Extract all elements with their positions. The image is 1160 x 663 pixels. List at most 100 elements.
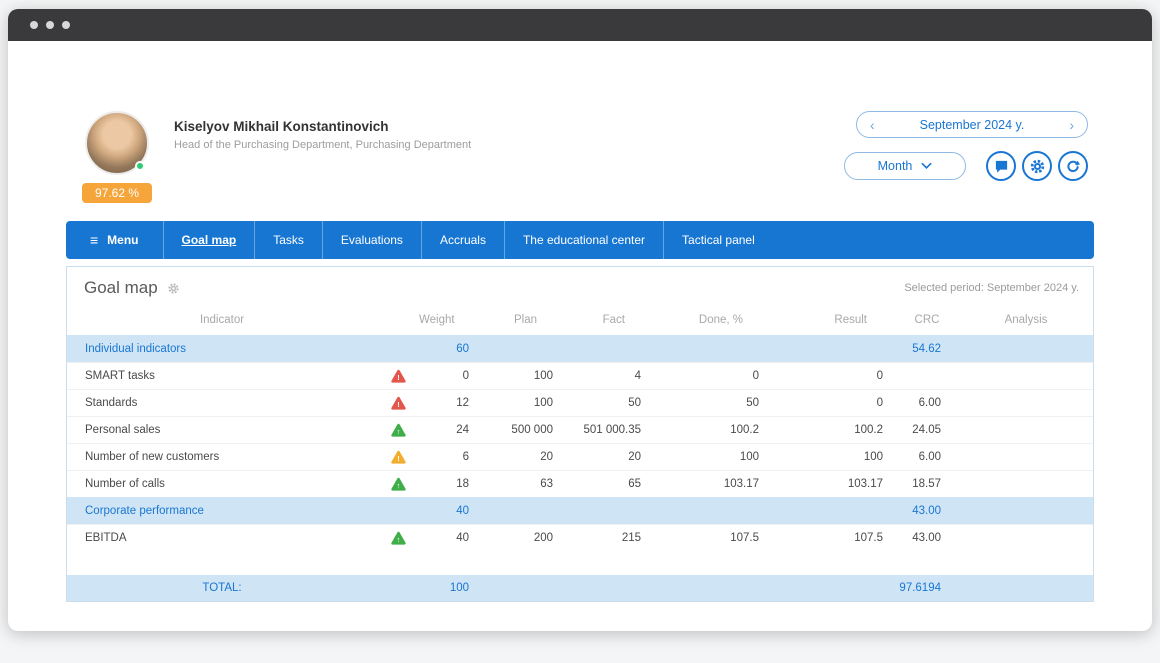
indicator-row[interactable]: Number of calls↑186365103.17103.1718.57 [67,470,1093,497]
toolbar-row: Month [844,151,1088,181]
svg-text:↑: ↑ [396,481,400,490]
cell-indicator: Individual indicators [67,343,377,355]
svg-text:!: ! [397,373,400,382]
cell-fact: 50 [565,397,653,409]
refresh-button[interactable] [1058,151,1088,181]
period-mode-select[interactable]: Month [844,152,966,180]
nav-tab-label: Tactical panel [682,233,755,247]
cell-indicator: Number of new customers [67,451,377,463]
panel-settings-icon[interactable] [167,282,180,295]
window-control-dot[interactable] [62,21,70,29]
cell-indicator: SMART tasks [67,370,377,382]
cell-plan: 100 [481,370,565,382]
nav-tab-label: The educational center [523,233,645,247]
cell-plan: 100 [481,397,565,409]
gear-icon [167,282,180,295]
indicator-row[interactable]: Number of new customers!620201001006.00 [67,443,1093,470]
nav-tab-label: Goal map [182,233,237,247]
cell-plan: 500 000 [481,424,565,436]
header-weight: Weight [419,314,481,326]
status-red-icon: ! [391,369,406,383]
cell-status: ! [377,450,419,464]
nav-tab-educational-center[interactable]: The educational center [504,221,663,259]
indicator-row[interactable]: SMART tasks!0100400 [67,362,1093,389]
cell-done: 107.5 [653,532,771,544]
cell-done: 103.17 [653,478,771,490]
header-fact: Fact [565,314,653,326]
cell-weight: 60 [419,343,481,355]
user-identity: Kiselyov Mikhail Konstantinovich Head of… [174,119,471,203]
chevron-down-icon [921,162,932,170]
cell-result: 0 [771,397,895,409]
user-name: Kiselyov Mikhail Konstantinovich [174,119,471,134]
user-role: Head of the Purchasing Department, Purch… [174,139,471,151]
cell-status: ! [377,369,419,383]
menu-label: Menu [107,233,138,247]
status-red-icon: ! [391,396,406,410]
window-control-dot[interactable] [30,21,38,29]
period-selector[interactable]: ‹ September 2024 y. › [856,111,1088,138]
next-period-button[interactable]: › [1069,118,1074,132]
cell-crc: 24.05 [895,424,959,436]
cell-result: 103.17 [771,478,895,490]
nav-tab-accruals[interactable]: Accruals [421,221,504,259]
cell-crc: 18.57 [895,478,959,490]
header-result: Result [771,314,895,326]
cell-status: ↑ [377,531,419,545]
period-label: September 2024 y. [920,118,1025,132]
refresh-icon [1065,158,1081,174]
cell-crc: 54.62 [895,343,959,355]
chat-icon [994,159,1009,174]
header-analysis: Analysis [959,314,1093,326]
cell-fact: 20 [565,451,653,463]
group-row[interactable]: Corporate performance4043.00 [67,497,1093,524]
goal-map-panel: Goal map Selected period: September 2024… [66,266,1094,602]
chat-button[interactable] [986,151,1016,181]
online-status-dot [135,161,145,171]
cell-indicator: Standards [67,397,377,409]
nav-tab-goal-map[interactable]: Goal map [163,221,255,259]
nav-tab-evaluations[interactable]: Evaluations [322,221,421,259]
group-row[interactable]: Individual indicators 60 54.62 [67,335,1093,362]
settings-button[interactable] [1022,151,1052,181]
cell-fact: 215 [565,532,653,544]
window-titlebar [8,9,1152,41]
panel-header: Goal map Selected period: September 2024… [67,267,1093,305]
window-control-dot[interactable] [46,21,54,29]
header-crc: CRC [895,314,959,326]
cell-result: 100.2 [771,424,895,436]
nav-tab-tasks[interactable]: Tasks [254,221,322,259]
cell-status: ↑ [377,423,419,437]
indicator-row[interactable]: Personal sales↑24500 000501 000.35100.21… [67,416,1093,443]
cell-status: ! [377,396,419,410]
cell-result: 0 [771,370,895,382]
header-plan: Plan [481,314,565,326]
menu-button[interactable]: ≡ Menu [66,221,163,259]
indicator-row[interactable]: Standards!12100505006.00 [67,389,1093,416]
page-header: 97.62 % Kiselyov Mikhail Konstantinovich… [8,41,1152,203]
status-green-icon: ↑ [391,477,406,491]
nav-tab-tactical-panel[interactable]: Tactical panel [663,221,773,259]
total-crc: 97.6194 [895,582,959,594]
cell-result: 107.5 [771,532,895,544]
panel-title: Goal map [84,278,158,298]
svg-text:↑: ↑ [396,427,400,436]
cell-plan: 63 [481,478,565,490]
profile-block: 97.62 % [78,111,156,203]
main-navbar: ≡ Menu Goal map Tasks Evaluations Accrua… [66,221,1094,259]
cell-done: 50 [653,397,771,409]
indicator-row[interactable]: EBITDA↑40200215107.5107.543.00 [67,524,1093,551]
prev-period-button[interactable]: ‹ [870,118,875,132]
goal-table-rows: Individual indicators 60 54.62 SMART tasks!… [67,335,1093,551]
avatar [85,111,149,175]
app-window: 97.62 % Kiselyov Mikhail Konstantinovich… [8,9,1152,631]
cell-crc: 6.00 [895,397,959,409]
cell-crc: 43.00 [895,505,959,517]
svg-text:!: ! [397,454,400,463]
cell-crc: 43.00 [895,532,959,544]
gear-icon [1029,158,1046,175]
table-header-row: Indicator Weight Plan Fact Done, % Resul… [67,305,1093,335]
header-controls: ‹ September 2024 y. › Month [844,111,1088,203]
cell-fact: 4 [565,370,653,382]
cell-indicator: Number of calls [67,478,377,490]
